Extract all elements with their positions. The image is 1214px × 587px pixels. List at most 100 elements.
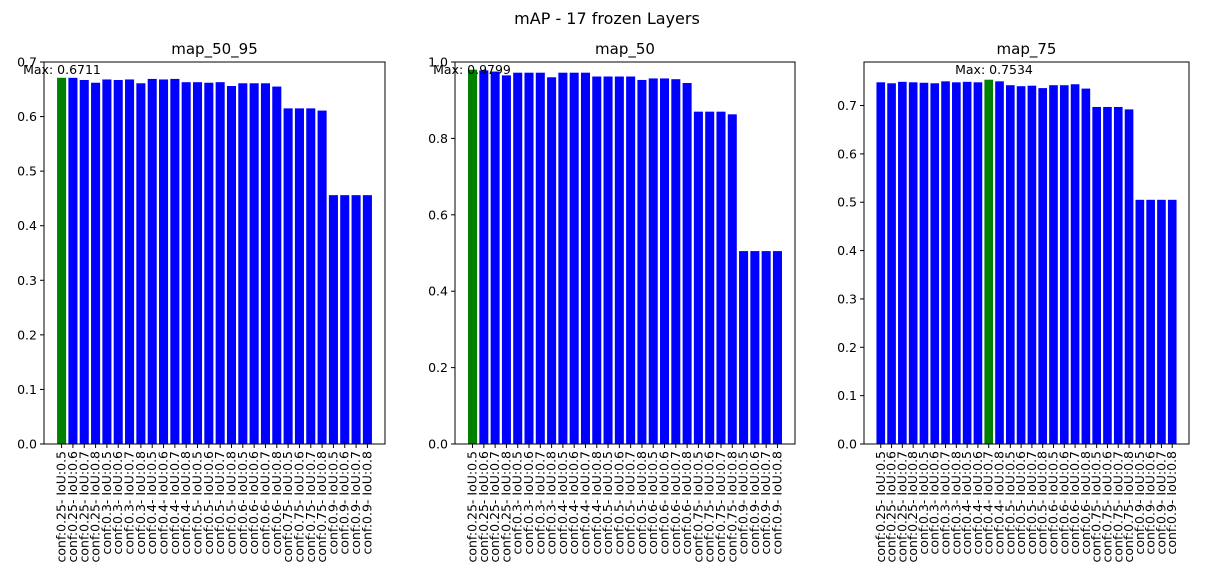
bar <box>547 77 557 444</box>
bar <box>1059 85 1069 445</box>
bar <box>761 251 771 444</box>
bar <box>995 81 1004 444</box>
bar <box>1070 84 1080 445</box>
x-tick-label: conf:0.6- IoU:0.8 <box>269 451 284 555</box>
max-annotation: Max: 0.7534 <box>955 62 1033 77</box>
bar <box>1081 88 1091 444</box>
bar <box>91 82 101 445</box>
x-tick-label: conf:0.75- IoU:0.8 <box>1121 451 1136 563</box>
bar <box>490 71 500 445</box>
bar <box>908 82 918 444</box>
y-tick-label: 0.6 <box>17 109 37 124</box>
x-tick-label: conf:0.75- IoU:0.7 <box>1110 451 1125 563</box>
x-tick-label: conf:0.5- IoU:0.7 <box>623 451 638 555</box>
x-tick-label: conf:0.25- IoU:0.8 <box>88 451 103 563</box>
axes-frame <box>43 61 386 445</box>
x-tick-label: conf:0.75- IoU:0.7 <box>713 451 728 563</box>
bar <box>919 82 929 444</box>
x-tick-label: conf:0.4- IoU:0.6 <box>566 451 581 555</box>
x-tick-label: conf:0.3- IoU:0.7 <box>532 451 547 555</box>
x-tick-label: conf:0.6- IoU:0.5 <box>1045 451 1060 555</box>
bar <box>1038 88 1048 445</box>
y-tick-label: 0.8 <box>428 131 448 146</box>
x-tick-label: conf:0.75- IoU:0.6 <box>1099 451 1114 563</box>
y-tick-label: 0.5 <box>837 195 857 210</box>
bar <box>306 108 316 444</box>
bar <box>113 80 123 444</box>
bar <box>693 111 703 444</box>
x-tick-label: conf:0.4- IoU:0.6 <box>970 451 985 555</box>
subplot-title: map_50_95 <box>171 40 258 59</box>
x-tick-label: conf:0.4- IoU:0.8 <box>992 451 1007 555</box>
bar <box>215 82 225 444</box>
subplot-title: map_75 <box>997 40 1057 59</box>
bar <box>249 83 259 444</box>
bar <box>772 251 782 444</box>
x-tick-label: conf:0.25- IoU:0.7 <box>487 451 502 563</box>
x-tick-label: conf:0.9- IoU:0.5 <box>325 451 340 555</box>
bar <box>739 251 749 444</box>
axes-frame <box>863 61 1190 445</box>
x-tick-label: conf:0.25- IoU:0.8 <box>905 451 920 563</box>
bar <box>283 108 293 444</box>
x-tick-label: conf:0.9- IoU:0.5 <box>1132 451 1147 555</box>
bar <box>362 195 372 444</box>
x-tick-label: conf:0.75- IoU:0.5 <box>280 451 295 563</box>
bar <box>1016 86 1026 445</box>
x-tick-label: conf:0.6- IoU:0.6 <box>1056 451 1071 555</box>
x-tick-label: conf:0.75- IoU:0.5 <box>1089 451 1104 563</box>
subplot-map_75: map_75 conf:0.25- IoU:0.5 conf:0.25- IoU:0… <box>837 40 1190 563</box>
x-tick-label: conf:0.6- IoU:0.5 <box>645 451 660 555</box>
bar-max <box>984 79 994 444</box>
x-tick-label: conf:0.25- IoU:0.7 <box>894 451 909 563</box>
y-tick-label: 0.2 <box>837 340 857 355</box>
y-tick-label: 0.0 <box>17 437 37 452</box>
bar <box>626 76 636 445</box>
bar <box>1167 199 1177 444</box>
bar <box>479 70 489 445</box>
x-tick-label: conf:0.5- IoU:0.5 <box>190 451 205 555</box>
x-tick-label: conf:0.3- IoU:0.5 <box>99 451 114 555</box>
bar <box>1103 106 1112 444</box>
bar <box>136 83 146 444</box>
x-tick-label: conf:0.25- IoU:0.8 <box>498 451 513 563</box>
bar <box>558 72 568 444</box>
x-tick-label: conf:0.6- IoU:0.8 <box>1078 451 1093 555</box>
bar <box>1113 106 1123 444</box>
x-tick-label: conf:0.6- IoU:0.8 <box>679 451 694 555</box>
x-tick-label: conf:0.3- IoU:0.7 <box>938 451 953 555</box>
bar <box>79 80 89 444</box>
x-tick-label: conf:0.5- IoU:0.5 <box>1002 451 1017 555</box>
x-tick-label: conf:0.5- IoU:0.8 <box>223 451 238 555</box>
bar <box>125 79 135 445</box>
bar <box>671 79 681 444</box>
max-annotation: Max: 0.6711 <box>23 62 101 77</box>
bar <box>660 78 670 445</box>
bar <box>973 82 983 444</box>
x-tick-label: conf:0.3- IoU:0.8 <box>948 451 963 555</box>
x-tick-label: conf:0.5- IoU:0.7 <box>1024 451 1039 555</box>
bar <box>750 251 760 444</box>
x-tick-label: conf:0.75- IoU:0.6 <box>291 451 306 563</box>
y-tick-label: 0.2 <box>17 327 37 342</box>
x-tick-label: conf:0.25- IoU:0.5 <box>873 451 888 563</box>
bar <box>727 114 737 444</box>
x-tick-label: conf:0.6- IoU:0.7 <box>1067 451 1082 555</box>
bar <box>1005 85 1015 445</box>
x-tick-label: conf:0.9- IoU:0.7 <box>758 451 773 555</box>
x-tick-label: conf:0.9- IoU:0.6 <box>747 451 762 555</box>
bar <box>614 76 624 445</box>
subplots: map_50_95 conf:0.25- IoU:0.5 conf:0.25- Io… <box>17 40 1190 563</box>
bar-max <box>57 77 67 445</box>
x-tick-label: conf:0.3- IoU:0.6 <box>110 451 125 555</box>
x-tick-label: conf:0.25- IoU:0.5 <box>54 451 69 563</box>
x-tick-label: conf:0.6- IoU:0.6 <box>246 451 261 555</box>
bar <box>226 86 237 444</box>
x-tick-label: conf:0.4- IoU:0.8 <box>178 451 193 555</box>
x-tick-label: conf:0.75- IoU:0.8 <box>724 451 739 563</box>
x-tick-label: conf:0.4- IoU:0.5 <box>555 451 570 555</box>
bar <box>204 82 214 445</box>
bar <box>705 111 715 444</box>
